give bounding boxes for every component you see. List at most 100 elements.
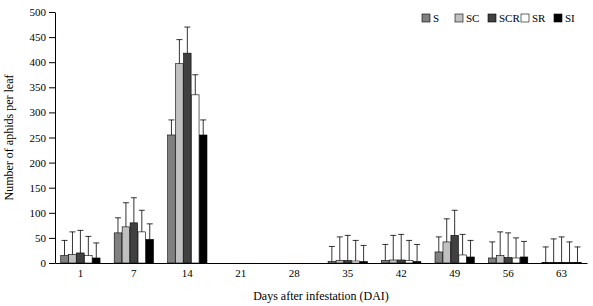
- error-cap: [176, 39, 182, 40]
- legend-swatch: [521, 14, 529, 22]
- bar: [512, 258, 520, 263]
- y-tick: 150: [30, 182, 56, 194]
- x-tick: 56: [503, 263, 515, 279]
- bar: [146, 239, 154, 263]
- error-cap: [147, 223, 153, 224]
- y-tick: 500: [30, 6, 56, 18]
- y-tick-mark: [49, 138, 55, 139]
- bar: [114, 233, 122, 263]
- error-cap: [200, 119, 206, 120]
- error-bar: [551, 239, 557, 263]
- error-bar: [382, 244, 388, 260]
- error-cap: [452, 210, 458, 211]
- y-tick: 250: [30, 132, 56, 144]
- legend-item: SI: [554, 12, 575, 24]
- error-cap: [444, 218, 450, 219]
- error-bar: [406, 240, 412, 260]
- bar: [488, 258, 496, 263]
- bar: [328, 261, 336, 263]
- error-cap: [460, 234, 466, 235]
- error-bar: [200, 120, 206, 135]
- error-bar: [329, 246, 335, 261]
- error-whisker: [492, 242, 493, 258]
- error-cap: [345, 235, 351, 236]
- error-bar: [77, 230, 83, 253]
- y-tick-mark: [49, 112, 55, 113]
- error-whisker: [117, 218, 118, 233]
- y-tick-label: 450: [30, 31, 47, 43]
- bar: [168, 135, 176, 263]
- bar: [245, 263, 253, 264]
- error-bar: [513, 238, 519, 258]
- error-cap: [551, 238, 557, 239]
- error-bar: [574, 247, 580, 263]
- error-bar: [176, 40, 182, 64]
- error-whisker: [355, 240, 356, 261]
- error-whisker: [339, 237, 340, 261]
- error-whisker: [203, 120, 204, 135]
- bar: [389, 260, 397, 263]
- error-cap: [192, 74, 198, 75]
- error-cap: [131, 197, 137, 198]
- error-bar: [192, 75, 198, 95]
- bar: [382, 260, 390, 263]
- error-cap: [184, 27, 190, 28]
- bar: [221, 263, 229, 264]
- error-whisker: [347, 235, 348, 260]
- error-whisker: [72, 232, 73, 255]
- error-whisker: [524, 241, 525, 257]
- error-bar: [497, 232, 503, 256]
- error-whisker: [577, 247, 578, 263]
- x-axis-line: [56, 263, 588, 264]
- error-cap: [93, 242, 99, 243]
- error-bar: [123, 203, 129, 227]
- error-cap: [329, 246, 335, 247]
- x-axis: 171421283542495663: [56, 263, 588, 279]
- error-whisker: [516, 238, 517, 258]
- series: [85, 75, 574, 263]
- error-bar: [353, 240, 359, 261]
- y-tick: 350: [30, 81, 56, 93]
- error-cap: [337, 236, 343, 237]
- y-tick-label: 250: [30, 132, 47, 144]
- error-whisker: [331, 246, 332, 261]
- error-bar: [521, 241, 527, 257]
- legend-swatch: [554, 14, 562, 22]
- x-tick-label: 42: [396, 267, 407, 279]
- y-tick: 400: [30, 56, 56, 68]
- legend-swatch: [422, 14, 430, 22]
- x-axis-title: Days after infestation (DAI): [253, 289, 389, 303]
- error-whisker: [446, 219, 447, 242]
- error-cap: [77, 230, 83, 231]
- x-tick: 49: [449, 263, 461, 279]
- error-cap: [414, 244, 420, 245]
- bar: [306, 263, 314, 264]
- error-cap: [390, 235, 396, 236]
- bar: [199, 135, 207, 263]
- error-whisker: [195, 75, 196, 95]
- bar: [405, 260, 413, 263]
- error-bar: [559, 237, 565, 263]
- error-whisker: [96, 243, 97, 258]
- x-tick: 14: [182, 263, 194, 279]
- y-tick-label: 300: [30, 106, 47, 118]
- x-tick: 63: [556, 263, 568, 279]
- bar: [504, 257, 512, 263]
- legend-label: SCR: [499, 12, 520, 24]
- error-bar: [147, 224, 153, 240]
- error-cap: [115, 217, 121, 218]
- y-axis: 050100150200250300350400450500: [30, 6, 56, 269]
- y-tick-mark: [49, 87, 55, 88]
- bar: [77, 253, 85, 263]
- error-cap: [497, 231, 503, 232]
- error-cap: [436, 236, 442, 237]
- error-whisker: [401, 234, 402, 260]
- y-tick-label: 500: [30, 6, 47, 18]
- x-tick-label: 56: [503, 267, 515, 279]
- error-cap: [489, 241, 495, 242]
- error-bar: [468, 240, 474, 257]
- y-tick-mark: [49, 188, 55, 189]
- error-whisker: [88, 236, 89, 255]
- y-tick-label: 350: [30, 81, 47, 93]
- error-whisker: [545, 247, 546, 263]
